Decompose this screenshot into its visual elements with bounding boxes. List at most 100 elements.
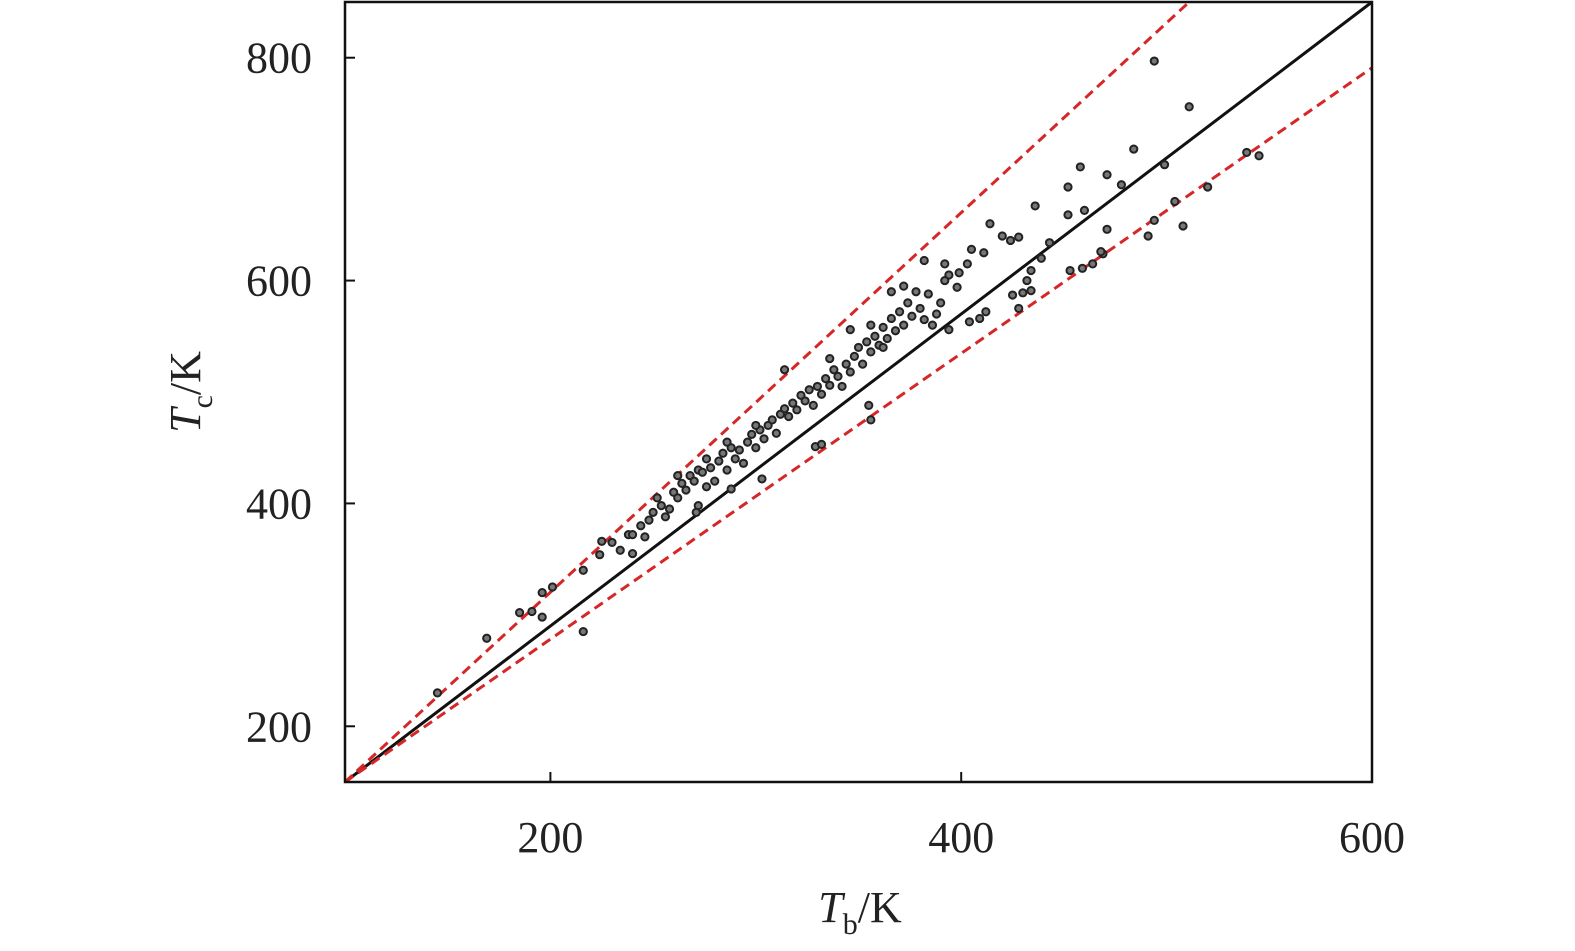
point [981,307,991,317]
point [681,485,691,495]
parity-line [344,0,1373,784]
point [1116,180,1127,190]
point [927,320,938,330]
point [722,465,732,475]
point [710,476,720,486]
point [1079,205,1090,215]
point [1203,182,1213,192]
point [1143,231,1153,241]
point [890,326,901,336]
point [792,405,802,415]
point [636,521,646,531]
point [911,287,921,297]
point [738,458,749,468]
point [1096,247,1106,257]
point [677,478,687,488]
point [979,248,989,258]
point [821,374,831,384]
point [915,303,925,314]
point [899,320,909,330]
point [759,434,769,444]
point [718,448,728,458]
y-tick-label: 600 [246,257,312,306]
point [903,298,913,308]
point [767,415,777,425]
point [1159,160,1170,170]
point [837,381,847,392]
y-axis-title: Tc/K [161,351,219,433]
point [648,507,658,517]
point [944,325,954,335]
point [701,482,712,492]
point [1036,253,1046,263]
point [652,493,662,503]
point [673,470,683,481]
point [747,429,757,439]
point [1077,263,1087,273]
point [841,359,851,369]
point [878,342,888,353]
point [919,314,929,325]
point [597,536,607,546]
x-tick-label: 400 [928,813,994,862]
point [940,259,950,269]
x-symbol: T [818,883,846,932]
point [527,606,537,617]
point [1022,275,1032,286]
point [866,415,876,425]
point [722,437,732,447]
point [1254,151,1264,161]
point [757,474,767,484]
point [816,439,827,449]
point [833,371,843,381]
point [899,281,909,291]
point [952,282,962,292]
point [845,325,855,335]
point [1018,288,1028,298]
point [882,333,892,344]
point [907,311,917,321]
point [804,385,814,395]
point [825,353,835,364]
point [714,456,724,466]
point [644,515,654,525]
x-tick-label: 200 [517,813,583,862]
point [1044,238,1055,248]
point [1030,201,1040,211]
point [547,582,558,592]
point [886,287,896,297]
point [853,342,864,353]
point [1063,182,1073,192]
plot-frame [343,0,1374,784]
point [923,289,933,299]
point [870,331,880,341]
point [1178,221,1188,231]
point [936,298,946,308]
point [656,501,666,511]
bound-line [344,66,1373,784]
point [964,317,975,327]
x-tick-label: 600 [1339,813,1405,862]
point [726,484,736,494]
point [962,259,972,269]
point [985,219,995,229]
point [1102,224,1112,234]
point [1102,170,1112,180]
point [812,381,823,392]
y-tick-label: 800 [246,34,312,83]
point [640,532,650,542]
point [1149,215,1159,225]
point [966,244,977,254]
point [627,548,638,559]
point [997,231,1007,241]
point [664,504,675,514]
point [673,493,683,503]
point [1007,290,1018,300]
y-tick-label: 200 [246,702,312,751]
point [1242,147,1252,158]
point [829,365,839,375]
point [866,320,876,330]
point [751,443,761,453]
point [1065,265,1075,276]
